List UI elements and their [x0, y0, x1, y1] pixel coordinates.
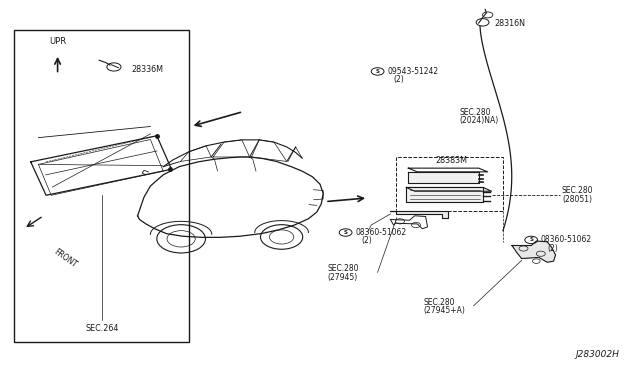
Text: SEC.280: SEC.280 [562, 186, 593, 195]
Text: 28383M: 28383M [435, 156, 467, 165]
Bar [14, 30, 189, 342]
Text: 08360-51062: 08360-51062 [541, 235, 592, 244]
Polygon shape [406, 187, 483, 202]
Text: (27945): (27945) [328, 273, 358, 282]
Text: (2): (2) [362, 236, 372, 245]
Text: FRONT: FRONT [52, 247, 79, 270]
Text: 09543-51242: 09543-51242 [388, 67, 439, 76]
Text: (27945+A): (27945+A) [424, 306, 465, 315]
Text: (2): (2) [394, 75, 404, 84]
Text: SEC.264: SEC.264 [86, 324, 119, 333]
Text: 28336M: 28336M [131, 65, 163, 74]
Text: S: S [529, 237, 533, 243]
Text: 08360-51062: 08360-51062 [355, 228, 406, 237]
Text: SEC.280: SEC.280 [328, 264, 359, 273]
Polygon shape [390, 211, 448, 218]
Text: SEC.280: SEC.280 [460, 108, 491, 117]
Text: 28316N: 28316N [495, 19, 525, 28]
Text: S: S [376, 69, 380, 74]
Text: (2024)NA): (2024)NA) [460, 116, 499, 125]
Text: UPR: UPR [49, 38, 66, 46]
Text: (28051): (28051) [562, 195, 592, 203]
Polygon shape [408, 172, 479, 183]
Bar [396, 157, 503, 211]
Polygon shape [512, 241, 556, 262]
Text: J283002H: J283002H [575, 350, 620, 359]
Text: S: S [344, 230, 348, 235]
Text: (2): (2) [547, 244, 558, 253]
Text: SEC.280: SEC.280 [424, 298, 455, 307]
